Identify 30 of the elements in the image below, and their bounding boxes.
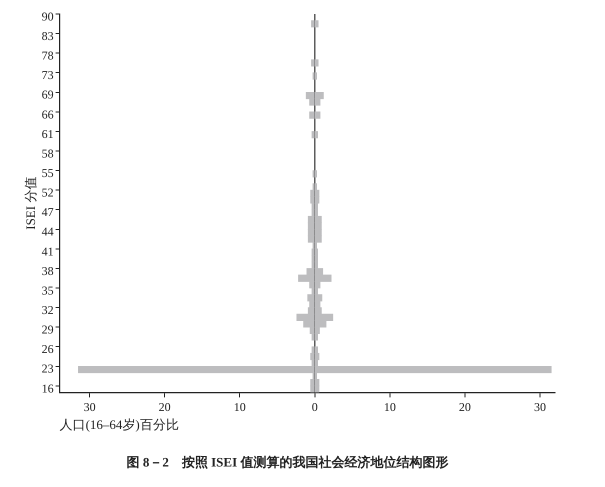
- x-axis-title: 人口(16–64岁)百分比: [60, 417, 179, 432]
- y-tick-label: 78: [42, 48, 54, 63]
- y-tick-label: 83: [42, 28, 54, 43]
- y-tick-label: 58: [42, 146, 54, 160]
- y-tick-label: 35: [42, 283, 54, 298]
- y-tick-label: 26: [42, 342, 54, 356]
- text: 图 8－2 按照 ISEI 值测算的我国社会经济地位结构图形: [126, 454, 448, 470]
- y-tick-label: 23: [42, 362, 54, 376]
- y-tick-label: 38: [42, 264, 54, 278]
- y-tick-label: 29: [42, 322, 54, 337]
- x-tick-label: 30: [534, 400, 546, 414]
- y-tick-label: 61: [42, 126, 54, 141]
- y-tick-label: 66: [42, 107, 54, 122]
- x-tick-label: 10: [234, 400, 246, 414]
- y-tick-label: 90: [42, 9, 54, 24]
- y-axis-title: ISEI 分值: [23, 176, 38, 230]
- x-tick-label: 20: [458, 400, 471, 414]
- x-tick-label: 20: [158, 400, 171, 414]
- y-tick-label: 44: [42, 224, 54, 239]
- x-tick-label: 0: [312, 400, 318, 414]
- y-tick-label: 69: [42, 88, 54, 102]
- y-tick-label: 47: [42, 205, 54, 220]
- y-tick-label: 41: [42, 244, 54, 258]
- y-tick-label: 73: [42, 68, 54, 82]
- x-tick-label: 10: [384, 400, 396, 414]
- y-tick-label: 55: [42, 166, 54, 180]
- y-tick-label: 16: [42, 381, 54, 396]
- y-tick-label: 32: [42, 303, 54, 318]
- y-tick-label: 52: [42, 186, 54, 200]
- x-tick-label: 30: [84, 400, 96, 414]
